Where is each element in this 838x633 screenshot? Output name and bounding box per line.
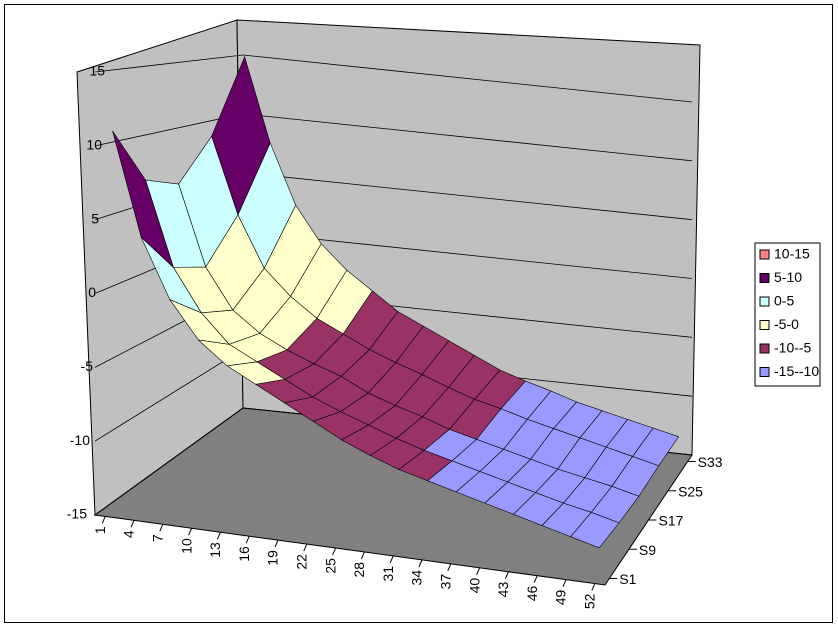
x-tick-label: 19 bbox=[265, 550, 281, 566]
x-tick-label: 22 bbox=[294, 554, 310, 570]
legend-label: 5-10 bbox=[774, 269, 802, 285]
x-tick-label: 34 bbox=[409, 570, 425, 586]
x-tick bbox=[418, 559, 423, 568]
legend-label: 10-15 bbox=[774, 246, 810, 262]
x-tick bbox=[476, 567, 481, 575]
legend-swatch bbox=[759, 343, 770, 354]
series-label: S33 bbox=[698, 454, 723, 470]
z-tick-label: -5 bbox=[81, 358, 94, 374]
legend-swatch bbox=[759, 296, 770, 307]
x-tick bbox=[130, 520, 135, 528]
x-tick-label: 25 bbox=[322, 558, 338, 574]
legend-swatch bbox=[759, 320, 770, 330]
x-tick-label: 43 bbox=[495, 582, 511, 598]
x-tick bbox=[188, 528, 193, 536]
legend-label: 0-5 bbox=[774, 293, 794, 309]
x-tick bbox=[101, 516, 106, 524]
x-tick bbox=[533, 575, 538, 583]
x-tick-label: 16 bbox=[236, 546, 252, 562]
z-tick-label: 10 bbox=[86, 137, 102, 153]
z-tick-label: -10 bbox=[70, 432, 90, 448]
legend-box bbox=[754, 242, 821, 387]
x-tick bbox=[360, 551, 365, 560]
x-tick bbox=[303, 543, 308, 552]
x-tick bbox=[216, 532, 221, 540]
x-tick bbox=[245, 535, 250, 544]
x-tick-label: 40 bbox=[466, 578, 482, 594]
z-tick-label: -15 bbox=[67, 506, 87, 522]
surface-patch bbox=[112, 130, 175, 269]
x-tick bbox=[159, 524, 164, 532]
x-tick-label: 52 bbox=[582, 593, 598, 609]
legend-swatch bbox=[759, 273, 770, 283]
series-label: S17 bbox=[659, 513, 684, 529]
series-label: S1 bbox=[619, 571, 636, 587]
x-tick-label: 7 bbox=[150, 534, 166, 542]
x-tick bbox=[389, 555, 394, 564]
series-label: S25 bbox=[678, 483, 703, 499]
x-tick-label: 46 bbox=[524, 585, 540, 601]
x-tick-label: 31 bbox=[380, 566, 396, 582]
x-tick-label: 1 bbox=[92, 526, 108, 534]
grid-line bbox=[94, 54, 693, 103]
x-tick bbox=[332, 547, 337, 556]
legend-swatch bbox=[759, 367, 770, 377]
legend-label: -10--5 bbox=[774, 340, 812, 356]
x-tick bbox=[274, 539, 279, 548]
series-label: S9 bbox=[639, 542, 656, 558]
x-tick-label: 4 bbox=[121, 530, 137, 538]
x-tick bbox=[591, 583, 596, 591]
z-tick-label: 15 bbox=[89, 63, 105, 79]
legend-swatch bbox=[759, 249, 770, 260]
x-tick-label: 49 bbox=[553, 589, 569, 605]
x-tick bbox=[504, 571, 509, 579]
legend-label: -5-0 bbox=[774, 316, 799, 332]
x-tick bbox=[447, 563, 452, 572]
x-tick-label: 13 bbox=[207, 542, 223, 558]
z-tick-label: 5 bbox=[91, 210, 99, 226]
legend-label: -15--10 bbox=[774, 363, 819, 379]
x-tick-label: 28 bbox=[351, 562, 367, 578]
z-tick-label: 0 bbox=[88, 284, 96, 300]
x-tick-label: 10 bbox=[178, 538, 194, 554]
x-tick-label: 37 bbox=[438, 574, 454, 590]
x-tick bbox=[562, 579, 567, 587]
